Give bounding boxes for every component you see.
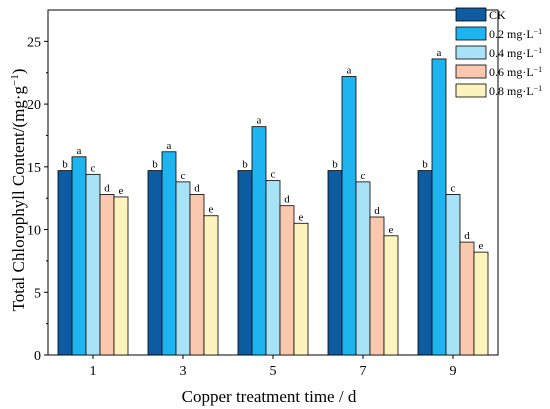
significance-label: b: [242, 159, 248, 171]
y-tick-label: 25: [27, 35, 41, 50]
y-tick-label: 0: [34, 349, 41, 364]
y-tick-label: 20: [27, 98, 41, 113]
significance-label: c: [181, 170, 186, 182]
significance-label: c: [91, 162, 96, 174]
legend-swatch: [455, 7, 487, 22]
legend-label: 0.4 mg·L−1: [489, 46, 542, 61]
significance-label: a: [77, 145, 82, 157]
significance-label: c: [361, 170, 366, 182]
significance-label: b: [422, 159, 428, 171]
y-tick-label: 5: [34, 286, 41, 301]
bar: [71, 156, 87, 356]
significance-label: a: [347, 64, 352, 76]
bar: [147, 170, 163, 356]
significance-label: a: [167, 140, 172, 152]
bar: [355, 181, 371, 356]
legend-swatch: [455, 45, 487, 60]
x-tick-label: 7: [360, 364, 367, 379]
significance-label: e: [119, 185, 124, 197]
significance-label: b: [332, 159, 338, 171]
y-axis: 0 5 10 15 20 25: [27, 35, 48, 364]
x-axis: 1 3 5 7 9: [90, 355, 457, 379]
x-axis-title: Copper treatment time / d: [182, 387, 357, 406]
bar: [189, 194, 205, 356]
bar: [161, 151, 177, 356]
x-tick-label: 9: [450, 364, 457, 379]
bar: [175, 181, 191, 356]
bar: [237, 170, 253, 356]
significance-label: a: [437, 47, 442, 59]
legend-label: 0.8 mg·L−1: [489, 84, 542, 99]
legend: CK 0.2 mg·L−1 0.4 mg·L−1 0.6 mg·L−1 0.8 mg·L…: [455, 7, 542, 99]
bar: [417, 170, 433, 356]
significance-label: c: [451, 182, 456, 194]
significance-label: d: [194, 182, 200, 194]
significance-label: e: [209, 204, 214, 216]
y-tick-label: 10: [27, 224, 41, 239]
significance-label: d: [284, 194, 290, 206]
bar: [459, 241, 475, 356]
y-axis-title: Total Chlorophyll Content/(mg·g−1): [9, 69, 28, 312]
significance-label: e: [299, 211, 304, 223]
significance-label: b: [152, 159, 158, 171]
bar: [327, 170, 343, 356]
x-tick-label: 1: [90, 364, 97, 379]
bars: [57, 58, 489, 356]
bar: [57, 170, 73, 356]
bar: [431, 58, 447, 356]
significance-label: e: [479, 240, 484, 252]
bar: [99, 194, 115, 356]
y-tick-label: 15: [27, 161, 41, 176]
bar: [203, 215, 219, 356]
significance-label: d: [464, 230, 470, 242]
x-tick-label: 5: [270, 364, 277, 379]
legend-swatch: [455, 26, 487, 41]
bar: [445, 194, 461, 356]
bar: [265, 180, 281, 356]
significance-label: c: [271, 169, 276, 181]
bar: [251, 126, 267, 356]
legend-label: CK: [489, 8, 506, 22]
bar: [293, 222, 309, 356]
bar: [341, 76, 357, 356]
significance-label: e: [389, 224, 394, 236]
bar: [473, 251, 489, 356]
legend-swatch: [455, 83, 487, 98]
bar: [369, 216, 385, 356]
bar: [85, 173, 101, 356]
legend-label: 0.6 mg·L−1: [489, 65, 542, 80]
bar: [279, 205, 295, 356]
x-tick-label: 3: [180, 364, 187, 379]
significance-label: d: [104, 182, 110, 194]
legend-label: 0.2 mg·L−1: [489, 27, 542, 42]
significance-label: d: [374, 205, 380, 217]
significance-label: b: [62, 159, 68, 171]
bar: [383, 235, 399, 356]
bar: [113, 196, 129, 356]
significance-label: a: [257, 115, 262, 127]
legend-swatch: [455, 64, 487, 79]
